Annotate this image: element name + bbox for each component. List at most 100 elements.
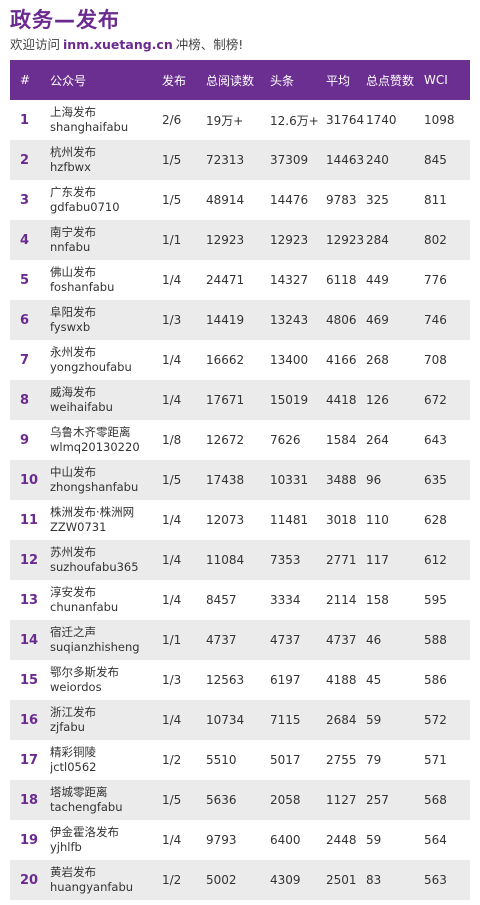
cell-account[interactable]: 伊金霍洛发布 yjhlfb	[50, 820, 162, 860]
cell-account[interactable]: 浙江发布 zjfabu	[50, 700, 162, 740]
cell-account[interactable]: 阜阳发布 fyswxb	[50, 300, 162, 340]
cell-average: 2448	[326, 833, 357, 847]
cell-likes: 449	[366, 273, 389, 287]
cell-account[interactable]: 佛山发布 foshanfabu	[50, 260, 162, 300]
cell-rank: 12	[20, 552, 39, 568]
cell-likes: 79	[366, 753, 382, 767]
account-name: 永州发布	[50, 345, 96, 359]
cell-headline: 4737	[270, 633, 301, 647]
cell-account[interactable]: 黄岩发布 huangyanfabu	[50, 860, 162, 900]
account-id: nnfabu	[50, 240, 91, 254]
account-id: zhongshanfabu	[50, 480, 139, 494]
col-account[interactable]: 公众号	[50, 73, 87, 88]
col-total-reads[interactable]: 总阅读数	[206, 73, 255, 88]
cell-rank: 1	[20, 112, 30, 128]
cell-average: 4806	[326, 313, 357, 327]
cell-total-reads: 5510	[206, 753, 237, 767]
account-id: weihaifabu	[50, 400, 113, 414]
cell-account[interactable]: 精彩铜陵 jctl0562	[50, 740, 162, 780]
cell-average: 2755	[326, 753, 357, 767]
table-row[interactable]: 3 广东发布 gdfabu0710 1/5 48914 14476 9783 325 811	[10, 180, 470, 220]
cell-headline: 11481	[270, 513, 309, 527]
cell-account[interactable]: 广东发布 gdfabu0710	[50, 180, 162, 220]
cell-account[interactable]: 鄂尔多斯发布 weiordos	[50, 660, 162, 700]
cell-account[interactable]: 中山发布 zhongshanfabu	[50, 460, 162, 500]
site-link[interactable]: inm.xuetang.cn	[63, 37, 173, 52]
cell-account[interactable]: 永州发布 yongzhoufabu	[50, 340, 162, 380]
cell-rank: 10	[20, 472, 39, 488]
cell-headline: 12.6万+	[270, 113, 319, 128]
table-row[interactable]: 17 精彩铜陵 jctl0562 1/2 5510 5017 2755 79 571	[10, 740, 470, 780]
cell-posts: 1/4	[162, 513, 182, 527]
account-name: 淳安发布	[50, 585, 96, 599]
cell-average: 4418	[326, 393, 357, 407]
cell-account[interactable]: 上海发布 shanghaifabu	[50, 100, 162, 140]
cell-wci: 588	[424, 633, 447, 647]
cell-posts: 2/6	[162, 113, 182, 127]
table-row[interactable]: 9 乌鲁木齐零距离 wlmq20130220 1/8 12672 7626 1584 264 6…	[10, 420, 470, 460]
cell-account[interactable]: 乌鲁木齐零距离 wlmq20130220	[50, 420, 162, 460]
table-row[interactable]: 18 塔城零距离 tachengfabu 1/5 5636 2058 1127 257 568	[10, 780, 470, 820]
cell-total-reads: 14419	[206, 313, 245, 327]
table-row[interactable]: 1 上海发布 shanghaifabu 2/6 19万+ 12.6万+ 31764 1740 1…	[10, 100, 470, 140]
cell-wci: 845	[424, 153, 447, 167]
cell-average: 1127	[326, 793, 357, 807]
cell-average: 12923	[326, 233, 365, 247]
table-row[interactable]: 6 阜阳发布 fyswxb 1/3 14419 13243 4806 469 746	[10, 300, 470, 340]
cell-posts: 1/2	[162, 753, 182, 767]
col-headline[interactable]: 头条	[270, 73, 295, 88]
cell-account[interactable]: 株洲发布·株洲网 ZZW0731	[50, 500, 162, 540]
table-row[interactable]: 4 南宁发布 nnfabu 1/1 12923 12923 12923 284 802	[10, 220, 470, 260]
col-wci[interactable]: WCI	[424, 73, 448, 87]
table-row[interactable]: 7 永州发布 yongzhoufabu 1/4 16662 13400 4166 268 708	[10, 340, 470, 380]
account-id: hzfbwx	[50, 160, 91, 174]
cell-wci: 672	[424, 393, 447, 407]
cell-likes: 1740	[366, 113, 397, 127]
account-name: 浙江发布	[50, 705, 96, 719]
table-row[interactable]: 13 淳安发布 chunanfabu 1/4 8457 3334 2114 158 595	[10, 580, 470, 620]
cell-posts: 1/1	[162, 633, 182, 647]
table-row[interactable]: 5 佛山发布 foshanfabu 1/4 24471 14327 6118 449 776	[10, 260, 470, 300]
cell-headline: 7626	[270, 433, 301, 447]
table-row[interactable]: 11 株洲发布·株洲网 ZZW0731 1/4 12073 11481 3018 110 628	[10, 500, 470, 540]
table-row[interactable]: 14 宿迁之声 suqianzhisheng 1/1 4737 4737 4737 46 588	[10, 620, 470, 660]
cell-total-reads: 16662	[206, 353, 245, 367]
account-name: 广东发布	[50, 185, 96, 199]
cell-headline: 7353	[270, 553, 301, 567]
cell-account[interactable]: 塔城零距离 tachengfabu	[50, 780, 162, 820]
account-name: 阜阳发布	[50, 305, 96, 319]
cell-account[interactable]: 宿迁之声 suqianzhisheng	[50, 620, 162, 660]
cell-account[interactable]: 威海发布 weihaifabu	[50, 380, 162, 420]
cell-likes: 264	[366, 433, 389, 447]
table-row[interactable]: 15 鄂尔多斯发布 weiordos 1/3 12563 6197 4188 45 586	[10, 660, 470, 700]
cell-rank: 16	[20, 712, 39, 728]
cell-account[interactable]: 杭州发布 hzfbwx	[50, 140, 162, 180]
col-likes[interactable]: 总点赞数	[366, 73, 415, 88]
cell-rank: 4	[20, 232, 30, 248]
cell-account[interactable]: 南宁发布 nnfabu	[50, 220, 162, 260]
account-name: 中山发布	[50, 465, 96, 479]
cell-account[interactable]: 苏州发布 suzhoufabu365	[50, 540, 162, 580]
account-name: 精彩铜陵	[50, 745, 96, 759]
cell-wci: 612	[424, 553, 447, 567]
col-rank[interactable]: #	[20, 73, 31, 87]
cell-account[interactable]: 淳安发布 chunanfabu	[50, 580, 162, 620]
account-name: 威海发布	[50, 385, 96, 399]
cell-rank: 7	[20, 352, 30, 368]
cell-average: 14463	[326, 153, 365, 167]
table-row[interactable]: 8 威海发布 weihaifabu 1/4 17671 15019 4418 126 672	[10, 380, 470, 420]
cell-likes: 83	[366, 873, 382, 887]
col-average[interactable]: 平均	[326, 73, 351, 88]
table-row[interactable]: 2 杭州发布 hzfbwx 1/5 72313 37309 14463 240 845	[10, 140, 470, 180]
table-row[interactable]: 20 黄岩发布 huangyanfabu 1/2 5002 4309 2501 83 563	[10, 860, 470, 900]
cell-posts: 1/4	[162, 713, 182, 727]
table-row[interactable]: 10 中山发布 zhongshanfabu 1/5 17438 10331 3488 96 63…	[10, 460, 470, 500]
table-row[interactable]: 12 苏州发布 suzhoufabu365 1/4 11084 7353 2771 117 61…	[10, 540, 470, 580]
cell-total-reads: 12073	[206, 513, 245, 527]
col-posts[interactable]: 发布	[162, 73, 187, 88]
cell-wci: 571	[424, 753, 447, 767]
table-row[interactable]: 19 伊金霍洛发布 yjhlfb 1/4 9793 6400 2448 59 564	[10, 820, 470, 860]
account-id: gdfabu0710	[50, 200, 120, 214]
table-row[interactable]: 16 浙江发布 zjfabu 1/4 10734 7115 2684 59 572	[10, 700, 470, 740]
cell-posts: 1/5	[162, 793, 182, 807]
